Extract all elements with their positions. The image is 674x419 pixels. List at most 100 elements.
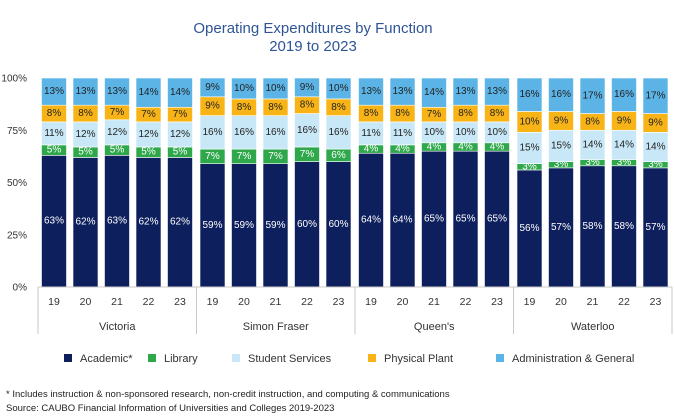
data-label: 8% — [300, 100, 315, 111]
data-label: 16% — [519, 89, 539, 100]
x-tick-label: 23 — [333, 296, 345, 308]
bar-area: 63%5%11%8%13%62%5%12%8%13%63%5%12%7%13%6… — [42, 78, 669, 287]
data-label: 11% — [44, 128, 63, 139]
data-label: 9% — [205, 82, 220, 93]
group-label: Queen's — [414, 321, 455, 333]
data-label: 58% — [582, 221, 602, 232]
x-tick-label: 22 — [460, 296, 472, 308]
x-tick-label: 19 — [207, 296, 219, 308]
y-tick-label: 50% — [7, 178, 27, 189]
data-label: 7% — [300, 149, 315, 160]
chart-subtitle: 2019 to 2023 — [269, 38, 357, 55]
data-label: 65% — [424, 214, 444, 225]
data-label: 59% — [265, 220, 285, 231]
data-label: 10% — [328, 83, 348, 94]
data-label: 12% — [138, 129, 158, 140]
x-tick-label: 19 — [524, 296, 536, 308]
x-axis: 19 20 21 22 23 Victoria 19 20 21 22 23 Simon Fraser… — [38, 287, 672, 334]
data-label: 8% — [585, 116, 600, 127]
data-label: 13% — [361, 86, 381, 97]
data-label: 12% — [107, 127, 127, 138]
data-label: 16% — [265, 127, 285, 138]
data-label: 7% — [205, 151, 220, 162]
data-label: 7% — [237, 151, 252, 162]
data-label: 16% — [328, 127, 348, 138]
data-label: 13% — [44, 86, 64, 97]
data-label: 8% — [490, 108, 505, 119]
data-label: 14% — [170, 87, 190, 98]
data-label: 6% — [331, 150, 346, 161]
data-label: 16% — [297, 125, 317, 136]
data-label: 62% — [138, 217, 158, 228]
data-label: 13% — [487, 86, 507, 97]
data-label: 62% — [170, 217, 190, 228]
data-label: 12% — [75, 129, 95, 140]
legend-label: Physical Plant — [384, 353, 453, 365]
data-label: 7% — [141, 109, 156, 120]
data-label: 58% — [614, 221, 634, 232]
x-tick-label: 22 — [143, 296, 155, 308]
data-label: 5% — [47, 145, 62, 156]
legend-swatch — [64, 354, 72, 362]
data-label: 10% — [455, 127, 475, 138]
data-label: 9% — [300, 82, 315, 93]
data-label: 9% — [648, 117, 663, 128]
data-label: 8% — [364, 108, 379, 119]
data-label: 56% — [519, 223, 539, 234]
legend-label: Student Services — [248, 353, 332, 365]
data-label: 4% — [364, 144, 379, 155]
x-tick-label: 20 — [555, 296, 567, 308]
data-label: 8% — [237, 102, 252, 113]
data-label: 7% — [173, 109, 188, 120]
legend: Academic* Library Student Services Physical… — [64, 353, 634, 365]
x-tick-label: 23 — [174, 296, 186, 308]
x-tick-label: 19 — [48, 296, 60, 308]
data-label: 64% — [361, 215, 381, 226]
data-label: 16% — [551, 89, 571, 100]
data-label: 59% — [234, 220, 254, 231]
data-label: 13% — [107, 86, 127, 97]
data-label: 14% — [614, 139, 634, 150]
data-label: 4% — [458, 141, 473, 152]
data-label: 64% — [392, 215, 412, 226]
data-label: 10% — [519, 116, 539, 127]
stacked-bar-chart: Operating Expenditures by Function 2019 … — [0, 0, 674, 400]
data-label: 9% — [554, 115, 569, 126]
data-label: 10% — [424, 127, 444, 138]
data-label: 62% — [75, 217, 95, 228]
data-label: 7% — [427, 109, 442, 120]
data-label: 11% — [361, 128, 380, 139]
data-label: 16% — [202, 127, 222, 138]
y-tick-label: 100% — [1, 74, 27, 85]
data-label: 12% — [170, 129, 190, 140]
data-label: 11% — [393, 128, 412, 139]
data-label: 9% — [205, 101, 220, 112]
data-label: 7% — [110, 107, 125, 118]
data-label: 5% — [78, 147, 93, 158]
data-label: 63% — [44, 216, 64, 227]
data-label: 5% — [110, 145, 125, 156]
x-tick-label: 21 — [111, 296, 123, 308]
data-label: 14% — [645, 141, 665, 152]
group-label: Waterloo — [571, 321, 615, 333]
x-tick-label: 20 — [80, 296, 92, 308]
footnote: * Includes instruction & non-sponsored r… — [6, 389, 450, 400]
x-tick-label: 21 — [270, 296, 282, 308]
y-tick-label: 75% — [7, 126, 27, 137]
data-label: 57% — [645, 222, 665, 233]
legend-label: Library — [164, 353, 198, 365]
data-label: 5% — [141, 147, 156, 158]
data-label: 8% — [395, 108, 410, 119]
data-label: 15% — [551, 140, 571, 151]
data-label: 16% — [614, 89, 634, 100]
data-label: 65% — [455, 214, 475, 225]
x-tick-label: 20 — [397, 296, 409, 308]
data-label: 13% — [75, 86, 95, 97]
y-tick-label: 0% — [13, 283, 28, 294]
legend-swatch — [232, 354, 240, 362]
data-label: 9% — [617, 115, 632, 126]
y-axis: 0%25%50%75%100% — [1, 74, 27, 294]
x-tick-label: 22 — [618, 296, 630, 308]
data-label: 65% — [487, 214, 507, 225]
data-label: 14% — [138, 87, 158, 98]
